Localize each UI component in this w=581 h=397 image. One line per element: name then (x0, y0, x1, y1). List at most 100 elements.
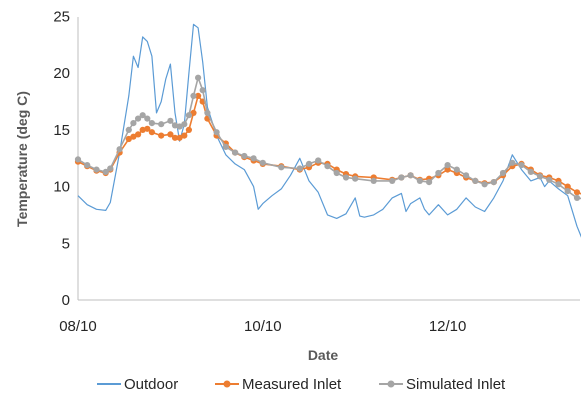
data-point-simulated-inlet (435, 169, 442, 177)
data-point-measured-inlet (148, 129, 155, 136)
data-point-simulated-inlet (490, 179, 497, 186)
data-point-simulated-inlet (370, 177, 377, 184)
data-point-measured-inlet (195, 92, 202, 99)
x-tick-label: 08/10 (59, 318, 97, 335)
data-point-simulated-inlet (213, 129, 220, 136)
y-tick-labels: 0 5 10 15 20 25 (53, 9, 70, 310)
x-axis-title: Date (308, 347, 339, 363)
data-point-simulated-inlet (472, 177, 479, 184)
data-point-simulated-inlet (481, 181, 488, 188)
data-point-simulated-inlet (555, 181, 562, 188)
data-point-simulated-inlet (444, 162, 451, 169)
data-point-simulated-inlet (176, 123, 183, 130)
data-point-simulated-inlet (135, 115, 142, 122)
data-point-simulated-inlet (259, 159, 266, 166)
series-layer (74, 23, 581, 238)
data-point-simulated-inlet (518, 162, 525, 169)
data-point-simulated-inlet (546, 176, 553, 183)
data-point-simulated-inlet (527, 168, 534, 175)
data-point-measured-inlet (573, 189, 581, 196)
data-point-simulated-inlet (509, 159, 516, 166)
series-outdoor (77, 23, 581, 238)
data-point-simulated-inlet (250, 155, 257, 162)
data-point-simulated-inlet (426, 179, 433, 186)
data-point-simulated-inlet (453, 166, 460, 173)
legend-item-measured-inlet: Measured Inlet (215, 376, 342, 393)
data-point-simulated-inlet (158, 121, 165, 128)
data-point-simulated-inlet (389, 177, 396, 184)
x-tick-label: 10/10 (244, 318, 282, 335)
data-point-simulated-inlet (305, 160, 313, 167)
legend: Outdoor Measured Inlet Simulated Inlet (97, 376, 506, 393)
data-point-simulated-inlet (139, 112, 146, 119)
data-point-simulated-inlet (181, 121, 188, 128)
data-point-simulated-inlet (333, 169, 340, 177)
plot-area (77, 17, 580, 301)
data-point-simulated-inlet (130, 120, 137, 127)
data-point-measured-inlet (185, 126, 192, 133)
data-point-simulated-inlet (407, 172, 414, 179)
data-point-simulated-inlet (342, 174, 350, 181)
legend-label: Simulated Inlet (406, 376, 506, 393)
legend-item-outdoor: Outdoor (97, 376, 178, 393)
data-point-simulated-inlet (564, 188, 571, 195)
data-point-measured-inlet (158, 132, 165, 139)
data-point-simulated-inlet (185, 112, 192, 119)
legend-marker (223, 380, 231, 388)
series-line-simulated-inlet (77, 76, 581, 200)
y-axis-title: Temperature (deg C) (14, 91, 30, 227)
data-point-simulated-inlet (352, 175, 359, 182)
y-tick-label: 10 (53, 179, 70, 196)
data-point-simulated-inlet (167, 117, 174, 124)
x-tick-label: 12/10 (429, 318, 467, 335)
series-measured-inlet (74, 92, 581, 196)
data-point-simulated-inlet (232, 149, 239, 156)
series-simulated-inlet (74, 74, 581, 201)
data-point-measured-inlet (135, 131, 142, 138)
legend-item-simulated-inlet: Simulated Inlet (379, 376, 506, 393)
data-point-simulated-inlet (102, 168, 109, 175)
data-point-simulated-inlet (116, 146, 123, 153)
data-point-measured-inlet (444, 166, 451, 173)
y-tick-label: 0 (62, 292, 70, 309)
data-point-measured-inlet (181, 132, 188, 139)
data-point-simulated-inlet (195, 74, 202, 81)
data-point-measured-inlet (144, 125, 151, 132)
series-line-outdoor (77, 23, 581, 238)
data-point-simulated-inlet (463, 172, 470, 179)
data-point-simulated-inlet (536, 173, 544, 180)
data-point-simulated-inlet (222, 143, 229, 150)
data-point-measured-inlet (190, 109, 197, 116)
data-point-simulated-inlet (93, 166, 100, 173)
y-tick-label: 15 (53, 122, 70, 139)
data-point-simulated-inlet (107, 165, 114, 172)
data-point-simulated-inlet (296, 165, 303, 172)
data-point-measured-inlet (125, 135, 132, 143)
data-point-measured-inlet (130, 133, 137, 140)
legend-label: Measured Inlet (242, 376, 342, 393)
y-tick-label: 25 (53, 9, 70, 26)
data-point-simulated-inlet (125, 126, 132, 133)
data-point-simulated-inlet (199, 87, 206, 94)
data-point-simulated-inlet (190, 92, 197, 99)
y-tick-label: 5 (62, 235, 70, 252)
data-point-simulated-inlet (204, 109, 211, 116)
data-point-simulated-inlet (148, 120, 155, 127)
data-point-measured-inlet (176, 134, 183, 141)
data-point-simulated-inlet (144, 115, 151, 122)
data-point-measured-inlet (167, 131, 174, 138)
data-point-simulated-inlet (84, 162, 91, 169)
data-point-measured-inlet (564, 183, 571, 190)
data-point-simulated-inlet (74, 156, 82, 163)
legend-marker (387, 380, 395, 388)
y-tick-label: 20 (53, 65, 70, 82)
data-point-simulated-inlet (324, 163, 331, 170)
data-point-simulated-inlet (398, 174, 405, 181)
series-line-measured-inlet (77, 95, 581, 195)
legend-label: Outdoor (124, 376, 178, 393)
data-point-measured-inlet (171, 134, 179, 141)
data-point-simulated-inlet (278, 164, 285, 171)
data-point-simulated-inlet (573, 194, 581, 201)
